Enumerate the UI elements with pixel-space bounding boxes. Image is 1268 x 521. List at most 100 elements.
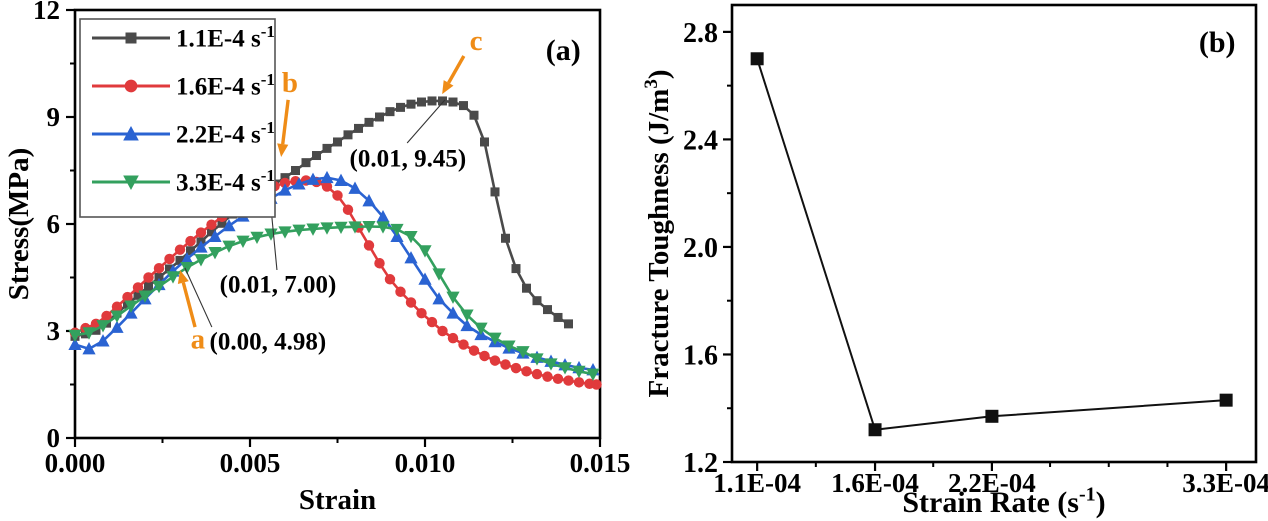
- circle-marker: [563, 375, 574, 386]
- triangle-up-marker: [96, 334, 110, 347]
- square-marker: [480, 137, 489, 147]
- circle-marker: [122, 291, 133, 303]
- square-marker: [133, 290, 143, 300]
- square-marker: [469, 110, 479, 120]
- square-marker: [417, 97, 426, 107]
- circle-marker: [342, 204, 354, 215]
- triangle-down-marker: [292, 224, 306, 237]
- triangle-down-marker: [152, 280, 166, 294]
- circle-marker: [111, 301, 123, 312]
- legend-label: 2.2E-4 s-1: [176, 118, 275, 149]
- y-tick-label: 2.8: [683, 18, 718, 49]
- triangle-down-marker: [446, 291, 460, 304]
- y-tick-label: 0: [47, 423, 61, 453]
- circle-marker: [416, 307, 427, 319]
- square-marker: [511, 264, 521, 274]
- circle-marker: [552, 373, 564, 385]
- square-marker: [354, 123, 363, 133]
- circle-marker: [195, 227, 207, 238]
- triangle-down-marker: [306, 223, 320, 236]
- square-marker: [343, 130, 353, 140]
- square-marker: [375, 112, 384, 122]
- y-axis-title-a: Stress(MPa): [3, 148, 35, 300]
- circle-marker: [321, 181, 333, 192]
- triangle-up-marker: [306, 172, 320, 185]
- a-arrow: [177, 270, 197, 328]
- triangle-up-marker: [362, 193, 376, 207]
- legend-item-1: 1.1E-4 s-1: [92, 22, 275, 53]
- series-line: [74, 225, 594, 376]
- square-marker: [522, 283, 531, 293]
- b-label: b: [282, 67, 298, 99]
- legend-item-4: 3.3E-4 s-1: [92, 166, 275, 197]
- panel-label-b: (b): [1199, 26, 1236, 59]
- square-marker: [333, 137, 342, 147]
- b-coordinates: (0.01, 7.00): [220, 271, 337, 298]
- circle-marker: [426, 316, 438, 328]
- circle-marker: [591, 379, 602, 390]
- annotation-arrow-shaft: [181, 282, 197, 328]
- annotation-arrow-head: [177, 270, 189, 285]
- circle-marker: [143, 272, 154, 283]
- square-marker: [125, 32, 137, 44]
- circle-marker: [479, 350, 490, 362]
- triangle-up-marker: [180, 252, 194, 265]
- triangle-down-marker: [544, 358, 558, 371]
- circle-marker: [468, 345, 480, 356]
- legend-item-2: 1.6E-4 s-1: [92, 70, 275, 101]
- square-marker: [207, 227, 216, 237]
- square-marker: [322, 143, 332, 153]
- triangle-up-marker: [222, 218, 236, 232]
- annotation-arrow-shaft: [281, 99, 290, 145]
- triangle-down-marker: [124, 300, 138, 313]
- y-tick-label: 2.0: [683, 233, 718, 264]
- triangle-down-marker: [96, 320, 110, 333]
- triangle-down-marker: [222, 240, 236, 253]
- circle-marker: [447, 332, 459, 344]
- c-leader: [406, 99, 446, 144]
- a-leader: [184, 267, 213, 328]
- triangle-down-marker: [278, 226, 292, 239]
- legend-label: 3.3E-4 s-1: [176, 166, 275, 197]
- legend-label: 1.1E-4 s-1: [176, 22, 275, 53]
- circle-marker: [185, 235, 196, 247]
- y-tick-label: 12: [33, 0, 60, 25]
- triangle-up-marker: [278, 183, 292, 196]
- circle-marker: [279, 177, 291, 189]
- square-marker: [385, 107, 395, 117]
- circle-marker: [521, 366, 532, 377]
- triangle-down-marker: [236, 235, 250, 248]
- triangle-down-marker: [362, 220, 376, 234]
- triangle-down-marker: [530, 353, 544, 366]
- triangle-up-marker: [110, 320, 124, 333]
- annotation-arrow-shaft: [447, 55, 466, 84]
- triangle-up-marker: [208, 229, 222, 242]
- series-4: [68, 220, 600, 381]
- x-tick-label: 0.015: [570, 448, 631, 478]
- triangle-up-marker: [292, 177, 306, 190]
- triangle-down-marker: [166, 271, 180, 284]
- triangle-down-marker: [474, 322, 488, 335]
- triangle-down-marker: [586, 368, 600, 381]
- x-tick-label: 0.005: [220, 448, 281, 478]
- triangle-up-marker: [334, 173, 348, 186]
- triangle-down-marker: [502, 340, 516, 353]
- square-marker: [459, 101, 468, 111]
- triangle-down-marker: [376, 221, 390, 234]
- triangle-down-marker: [404, 230, 418, 244]
- square-marker: [1219, 393, 1233, 407]
- square-marker: [364, 117, 374, 127]
- square-marker: [750, 52, 764, 66]
- triangle-up-marker: [376, 210, 390, 223]
- b-arrow: [277, 99, 290, 157]
- circle-marker: [363, 240, 375, 251]
- y-axis-title-b: Fracture Toughness (J/m3): [641, 70, 675, 398]
- c-arrow: [442, 55, 466, 95]
- square-marker: [312, 151, 321, 161]
- triangle-down-marker: [418, 245, 432, 258]
- x-tick-label: 1.6E-04: [831, 468, 919, 498]
- circle-marker: [153, 263, 165, 274]
- square-marker: [532, 296, 542, 306]
- square-marker: [438, 96, 447, 106]
